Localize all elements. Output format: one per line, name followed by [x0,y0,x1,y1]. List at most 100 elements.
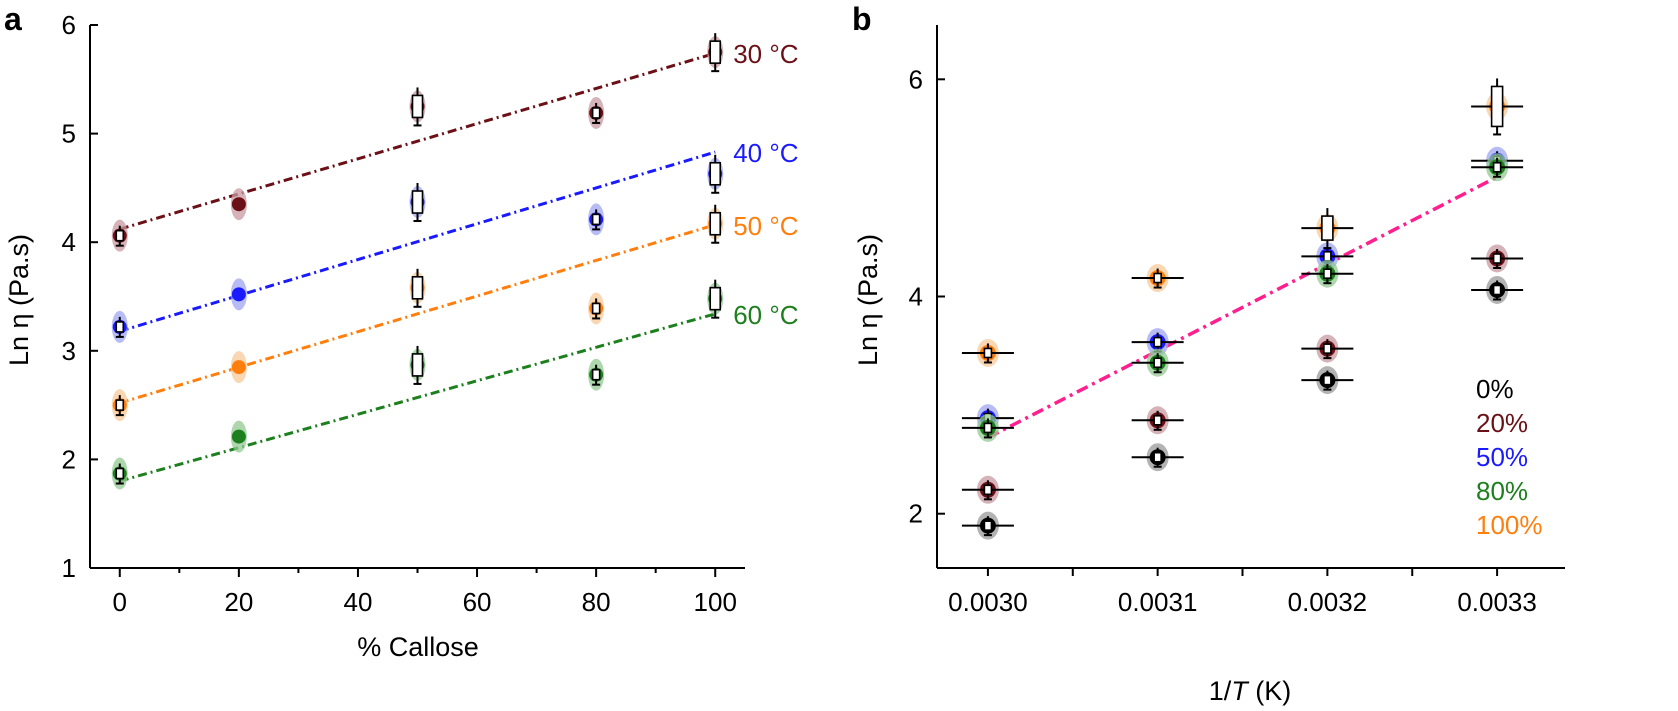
series-30-c-fit-line [119,51,716,231]
series-100-box [1490,85,1504,128]
x-tick-label-a: 20 [224,587,253,617]
y-tick-label-a: 2 [62,444,76,474]
x-tick-label-a: 40 [343,587,372,617]
series-60-c-point [111,457,128,490]
y-tick-label-b: 4 [909,282,923,312]
fit-line-b [987,175,1498,440]
series-0-box [983,520,993,531]
series-50-box [1323,251,1332,262]
series-20-box [1153,415,1162,426]
legend-entry-100: 100% [1476,510,1543,540]
y-axis-title-a: Ln η (Pa.s) [4,234,34,366]
series-0-point [1131,443,1184,472]
y-axis-title-b: Ln η (Pa.s) [853,234,883,366]
series-40-c-label: 40 °C [733,138,798,168]
series-60-c-box [115,467,125,480]
series-50-point [1131,328,1184,357]
series-20-point [1471,244,1524,273]
series-30-c-point [230,188,247,221]
series-50-c-box [591,302,601,315]
series-50-c-label: 50 °C [733,211,798,241]
series-50-c-point [707,204,724,244]
series-100-point [1301,208,1354,250]
series-50-c-point [111,389,128,422]
series-50-box [1153,336,1162,348]
series-100-box [1321,215,1334,241]
series-20-box [1492,253,1502,264]
series-60-c-fit-line [119,312,716,483]
series-60-c-point [409,345,426,385]
y-tick-label-a: 3 [62,336,76,366]
y-tick-label-a: 5 [62,119,76,149]
x-tick-label-b: 0.0032 [1288,587,1368,617]
panel-b-marks: 0% 20% 50% 80% 100% [961,78,1543,540]
x-tick-label-a: 100 [694,587,737,617]
series-80-point [1131,348,1184,377]
series-30-c-box [709,40,722,64]
series-30-c-label: 30 °C [733,39,798,69]
series-60-c-box [709,286,722,311]
series-20-point [1301,334,1354,363]
series-40-c-point [707,154,724,194]
x-tick-label-a: 60 [463,587,492,617]
series-50-c-marker [231,360,246,375]
series-20-box [983,484,993,496]
series-80-point [1471,153,1524,182]
series-50-c-point [230,351,247,384]
series-60-c-point [707,279,724,319]
series-40-c-point [409,183,426,223]
y-tick-label-a: 6 [62,10,76,40]
panel-b-axes: 2 4 6 0.0030 0.0031 0.0032 0.0033 [909,25,1565,617]
series-30-c-box [591,107,601,119]
series-100-point [1131,264,1184,293]
panel-label-a: a [4,1,22,37]
series-60-c-box [591,368,601,381]
series-0-box [1323,374,1332,386]
series-40-c-box [709,161,722,186]
series-20-point [961,475,1014,504]
series-80-box [1153,357,1162,369]
series-100-box [1153,272,1162,284]
series-50-c-box [115,399,125,411]
series-40-c-fit-line [119,150,716,333]
series-0-point [1471,275,1524,304]
series-20-point [1131,406,1184,435]
y-tick-label-b: 6 [909,64,923,94]
x-tick-label-a: 0 [113,587,127,617]
series-100-point [1471,78,1524,136]
series-60-c-point [588,358,605,391]
series-50-c-box [411,276,424,300]
series-40-c-box [411,190,424,214]
series-60-c-box [411,353,424,377]
series-80-point [961,413,1014,442]
x-tick-label-b: 0.0031 [1118,587,1198,617]
panel-a-marks: 30 °C 40 °C 50 °C 60 °C [111,33,799,490]
series-30-c-point [111,219,128,252]
series-50-c-fit-line [119,223,716,405]
series-50-c-point [588,292,605,325]
panel-b: b 0% 20% 50% 80% 100% 2 4 6 0.0030 0.0031 0.0032 0… [852,1,1565,706]
series-80-point [1301,259,1354,288]
series-100-point [961,338,1014,367]
series-80-box [1323,268,1332,279]
series-50-c-point [409,268,426,308]
x-axis-title-b: 1/T (K) [1209,676,1292,706]
series-40-c-point [230,278,247,311]
y-tick-label-b: 2 [909,499,923,529]
series-0-box [1492,284,1502,296]
series-30-c-point [707,33,724,73]
series-30-c-point [588,96,605,129]
series-0-box [1153,451,1162,463]
series-40-c-point [588,203,605,236]
series-30-c-marker [231,197,246,212]
x-tick-label-b: 0.0030 [948,587,1028,617]
x-tick-label-a: 80 [582,587,611,617]
series-30-c-box [115,229,125,242]
legend-entry-20: 20% [1476,408,1528,438]
series-40-c-box [591,213,601,226]
y-tick-label-a: 4 [62,227,76,257]
x-tick-label-b: 0.0033 [1457,587,1537,617]
series-60-c-marker [231,429,246,444]
